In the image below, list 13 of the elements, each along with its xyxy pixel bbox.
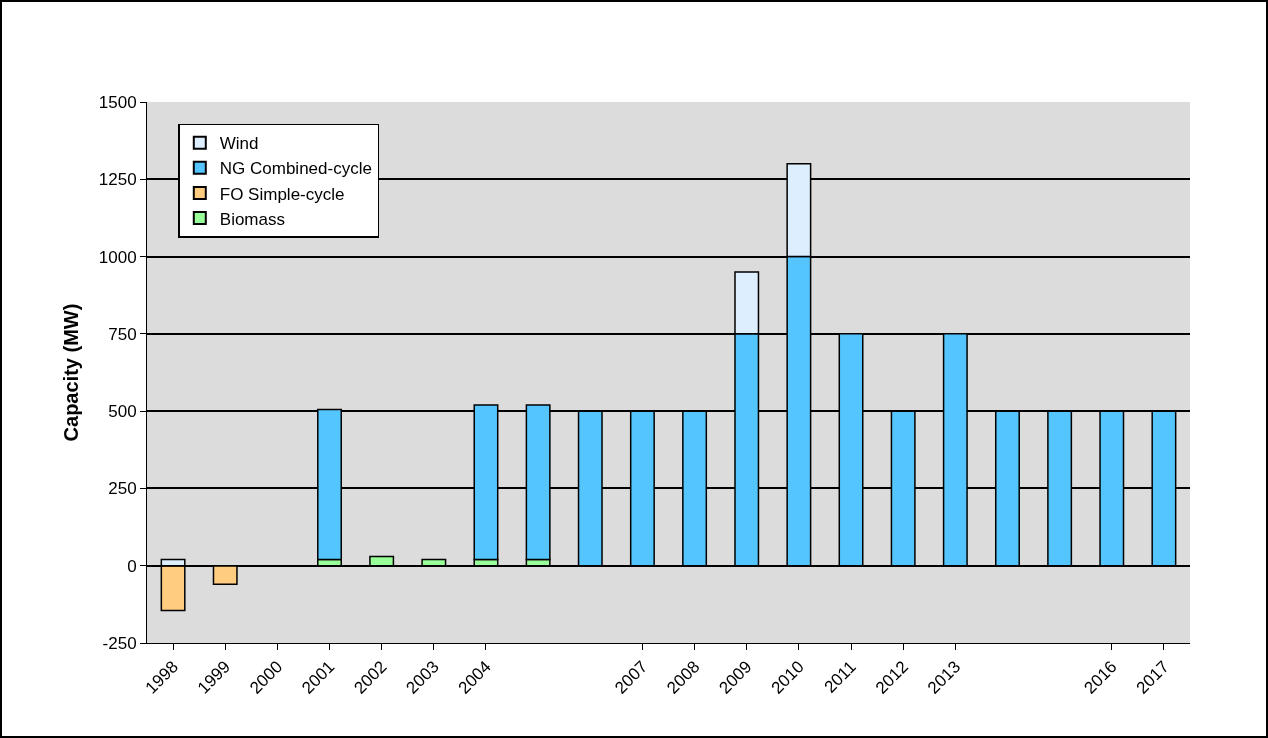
- y-axis-title: Capacity (MW): [60, 303, 83, 442]
- y-tick-label: 750: [108, 324, 137, 344]
- legend-label: Biomass: [219, 209, 285, 229]
- legend-label: NG Combined-cycle: [219, 159, 372, 179]
- y-tick-label: 1500: [98, 92, 137, 112]
- y-tick-label: 1000: [98, 247, 137, 267]
- y-tick-label: 1250: [98, 170, 137, 190]
- y-tick-label: -250: [102, 633, 137, 653]
- y-tick-label: 500: [108, 402, 137, 422]
- y-tick-label: 0: [127, 556, 137, 576]
- y-tick-label: 250: [108, 479, 137, 499]
- legend-label: FO Simple-cycle: [219, 184, 345, 204]
- legend-label: Wind: [219, 134, 259, 154]
